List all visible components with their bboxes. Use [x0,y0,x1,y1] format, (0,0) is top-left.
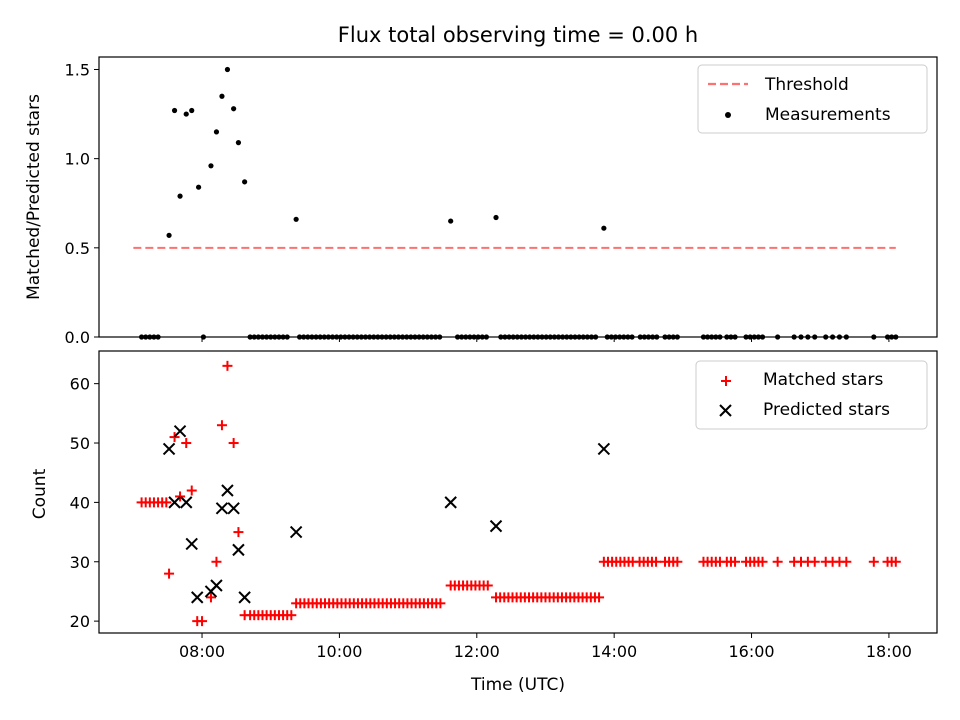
measurement-point [183,111,189,117]
measurement-point [171,107,178,114]
top-plot-frame [98,56,938,338]
predicted-star-point [168,496,181,509]
top-x-axis [201,337,890,342]
predicted-star-point [180,496,193,509]
predicted-star-point [221,484,234,497]
matched-star-point [205,592,216,603]
top-legend: Threshold Measurements [697,64,928,134]
bottom-x-tick-label: 14:00 [591,642,637,661]
bottom-y-tick-label: 60 [70,375,90,394]
bottom-x-axis-label: Time (UTC) [470,675,565,695]
matched-star-point [169,432,180,443]
legend-predicted-swatch [719,404,732,417]
measurement-point [224,66,231,73]
matched-star-point [186,485,197,496]
measurement-point [235,140,242,146]
predicted-star-point [238,591,251,604]
bottom-x-tick-label: 10:00 [316,642,362,661]
matched-star-point [594,592,605,603]
measurement-point [177,193,183,199]
top-y-tick-label: 1.5 [65,60,90,79]
top-y-tick-label: 1.0 [65,150,90,169]
bottom-y-tick-label: 30 [70,553,90,572]
predicted-star-point [232,543,245,557]
predicted-star-point [162,442,176,456]
matched-star-point [730,556,741,567]
matched-star-point [175,491,186,502]
measurement-point [448,218,454,224]
measurement-point [166,232,172,238]
predicted-star-point [210,579,223,592]
bottom-x-tick-label: 16:00 [728,642,774,661]
matched-star-point [809,556,820,567]
matched-star-point [211,556,222,567]
bottom-plot-frame [98,350,938,634]
legend-predicted-label: Predicted stars [763,400,890,420]
matched-star-point [222,360,233,371]
measurement-point [601,225,607,231]
predicted-star-point [191,591,204,604]
predicted-star-point [289,525,303,539]
bottom-x-tick-label: 18:00 [866,642,912,661]
matched-star-point [651,556,662,567]
legend-threshold-label: Threshold [764,75,849,95]
legend-matched-label: Matched stars [763,370,883,390]
top-panel: 0.0 0.5 1.0 1.5 Matched/Predicted stars Thr… [24,56,938,347]
top-legend-box [697,64,928,134]
predicted-star-point [227,502,240,515]
predicted-star-point [489,519,503,533]
bottom-x-axis: 08:00 10:00 12:00 14:00 16:00 18:00 [179,633,912,661]
matched-star-point [890,556,901,567]
matched-star-point [868,556,879,567]
matched-star-point [216,420,227,431]
matched-star-point [181,438,192,449]
bottom-x-tick-label: 12:00 [454,642,500,661]
bottom-y-axis: 20 30 40 50 60 [70,375,99,631]
predicted-star-point [215,502,229,515]
measurement-point [231,106,237,112]
bottom-y-axis-label: Count [30,468,50,519]
measurement-point [189,107,195,114]
matched-star-point [672,556,683,567]
matched-star-point [482,580,493,591]
measurement-point [213,129,220,135]
matched-star-point [233,527,244,538]
predicted-star-point [444,496,457,509]
measurement-point [493,214,499,221]
matched-star-point [841,556,852,567]
measurement-point [208,163,214,169]
legend-matched-swatch [721,376,731,386]
predicted-star-point [185,537,198,551]
top-y-tick-label: 0.0 [65,328,90,347]
bottom-y-tick-label: 20 [70,612,90,631]
legend-measurements-label: Measurements [765,105,891,125]
matched-star-point [757,556,768,567]
bottom-y-tick-label: 50 [70,434,90,453]
bottom-x-tick-label: 08:00 [179,642,225,661]
matched-star-point [286,610,297,621]
measurement-point [219,93,225,99]
predicted-star-point [173,424,187,438]
predicted-star-point [597,442,611,456]
chart-title: Flux total observing time = 0.00 h [338,23,698,47]
measurement-point [293,216,299,222]
matched-star-point [197,616,208,627]
bottom-y-tick-label: 40 [70,493,90,512]
matched-star-point [161,497,172,508]
top-y-axis: 0.0 0.5 1.0 1.5 [65,60,99,347]
top-y-tick-label: 0.5 [65,239,90,258]
matched-star-point [228,438,239,449]
matched-star-point [435,598,446,609]
legend-measurements-swatch [725,112,731,118]
matched-star-point [772,556,783,567]
bottom-legend-box [695,360,928,430]
bottom-panel: 20 30 40 50 60 08:00 10:00 12:00 14:00 16:00 18:0… [30,350,938,695]
top-y-axis-label: Matched/Predicted stars [24,94,44,300]
matched-star-point [164,568,175,579]
bottom-plot-data [136,360,901,627]
measurement-point [195,184,202,190]
bottom-legend: Matched stars Predicted stars [695,360,928,430]
measurement-point [242,179,248,185]
